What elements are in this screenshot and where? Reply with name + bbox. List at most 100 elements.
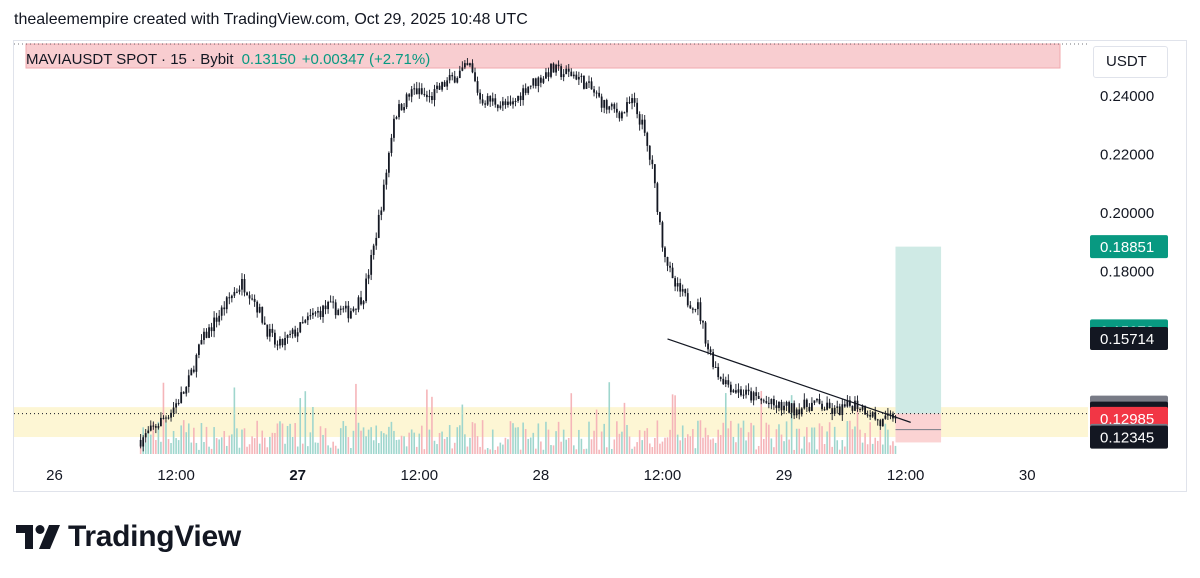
candle-body — [507, 101, 509, 105]
candle-body — [623, 112, 626, 114]
price-label-bg — [1090, 326, 1168, 350]
candle — [585, 81, 588, 89]
candle — [218, 310, 221, 326]
volume-bar — [562, 429, 565, 454]
candle — [258, 303, 261, 314]
candle — [666, 256, 669, 272]
legend-symbol[interactable]: MAVIAUSDT SPOT · 15 · Bybit — [26, 51, 234, 68]
volume-bar — [844, 446, 846, 454]
volume-bar — [633, 446, 636, 454]
candle — [534, 77, 537, 89]
candle-body — [699, 302, 702, 322]
volume-bar — [466, 446, 469, 454]
candle — [294, 325, 297, 338]
volume-bar — [476, 436, 479, 454]
candle — [841, 398, 844, 421]
candle — [605, 98, 608, 114]
candle-body — [851, 405, 854, 411]
candle — [767, 396, 770, 409]
volume-bar — [806, 427, 808, 454]
volume-bar — [195, 442, 198, 454]
candle — [752, 390, 755, 406]
volume-bar — [286, 425, 289, 454]
candle — [253, 294, 256, 307]
volume-bar — [494, 449, 497, 454]
candle — [190, 367, 193, 376]
candle-body — [494, 98, 497, 105]
candle — [469, 62, 471, 68]
volume-bar — [712, 438, 714, 454]
drawings-layer — [667, 338, 911, 423]
candle-body — [499, 105, 502, 109]
candle — [729, 381, 732, 396]
candle-body — [324, 305, 327, 310]
candle — [572, 71, 575, 79]
candle-body — [210, 327, 213, 332]
candle — [712, 348, 715, 370]
candle — [588, 75, 590, 89]
candle-body — [719, 377, 722, 379]
candle-body — [466, 63, 469, 66]
candle-body — [162, 417, 165, 419]
chart-frame — [13, 40, 1187, 492]
volume-bar — [497, 446, 499, 454]
volume-bar — [149, 434, 152, 454]
candle — [274, 329, 276, 348]
trendline — [667, 338, 911, 423]
volume-bar — [426, 389, 428, 454]
candle — [876, 418, 879, 426]
candle — [479, 89, 481, 104]
volume-bar — [874, 437, 877, 454]
candle — [337, 308, 340, 316]
candle-body — [742, 394, 745, 396]
volume-bar — [231, 434, 233, 454]
volume-bar — [686, 434, 689, 454]
candle-body — [874, 412, 877, 420]
volume-bar — [836, 440, 839, 454]
candle — [778, 401, 780, 412]
candle — [246, 291, 248, 296]
candle-body — [357, 297, 360, 310]
volume-bar — [312, 406, 314, 454]
candle-body — [453, 76, 456, 83]
tradingview-logo-icon — [16, 525, 60, 549]
volume-bar — [742, 420, 745, 454]
candle-body — [598, 92, 601, 97]
candle-body — [798, 409, 801, 415]
volume-bar — [648, 443, 651, 454]
x-tick-label: 28 — [533, 467, 550, 484]
volume-bar — [593, 430, 595, 454]
candle-body — [686, 293, 689, 306]
volume-bar — [598, 449, 600, 454]
currency-button[interactable]: USDT — [1093, 46, 1168, 78]
candle — [306, 312, 309, 326]
volume-bar — [631, 448, 633, 454]
volume-bar — [529, 437, 532, 454]
candle — [686, 288, 689, 308]
candle-body — [496, 104, 499, 109]
volume-bar — [225, 445, 228, 454]
volume-bar — [522, 422, 524, 454]
candle — [755, 386, 758, 401]
volume-bar — [714, 442, 717, 454]
candle — [175, 398, 178, 414]
candle-body — [342, 308, 345, 310]
volume-bar — [861, 442, 864, 454]
candle-body — [527, 86, 530, 93]
volume-bar — [643, 430, 646, 454]
volume-bar — [555, 431, 557, 454]
volume-bar — [471, 422, 474, 454]
candle-body — [362, 301, 365, 305]
candle-body — [431, 96, 433, 101]
candle-body — [729, 384, 732, 393]
volume-bar — [236, 428, 238, 454]
candle-body — [669, 265, 671, 268]
candle — [301, 316, 304, 324]
candle — [474, 67, 476, 83]
volume-bar — [780, 434, 783, 454]
volume-bar — [702, 437, 704, 454]
candle-body — [656, 183, 659, 212]
candle-body — [190, 369, 193, 376]
candle — [636, 98, 639, 119]
